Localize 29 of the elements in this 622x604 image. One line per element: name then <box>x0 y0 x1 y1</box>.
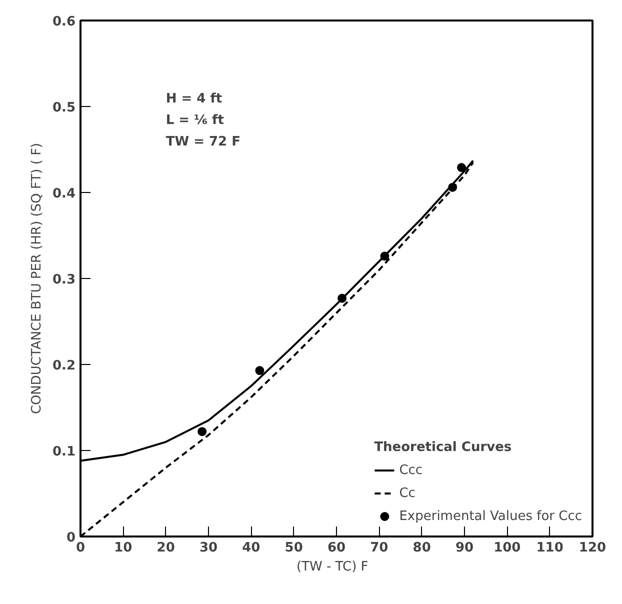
y-tick-label: 0 <box>66 530 76 546</box>
x-tick-label: 50 <box>284 540 303 556</box>
legend-title: Theoretical Curves <box>374 440 513 455</box>
x-tick-label: 120 <box>578 540 606 556</box>
annotation: L = ⅙ ft <box>166 113 224 128</box>
x-tick-label: 90 <box>455 540 474 556</box>
y-tick-label: 0.2 <box>52 358 76 374</box>
annotation: H = 4 ft <box>166 92 222 106</box>
x-axis-title: (TW - TC) F <box>296 560 368 574</box>
x-tick-label: 60 <box>327 540 346 556</box>
y-axis-title: CONDUCTANCE BTU PER (HR) (SQ FT) ( F) <box>29 142 44 414</box>
x-tick-label: 0 <box>76 540 86 556</box>
x-tick-label: 100 <box>494 540 521 556</box>
legend-label: Ccc <box>399 462 423 478</box>
annotation: TW = 72 F <box>166 134 240 150</box>
y-tick-label: 0.1 <box>52 444 76 460</box>
y-tick-label: 0.5 <box>52 100 76 116</box>
legend-label: Cc <box>399 486 416 500</box>
x-tick-label: 30 <box>199 540 218 556</box>
y-tick-label: 0.6 <box>52 14 76 30</box>
y-tick-label: 0.3 <box>52 272 76 288</box>
y-tick-label: 0.4 <box>52 186 76 202</box>
x-tick-label: 20 <box>156 540 175 556</box>
x-tick-label: 110 <box>536 540 564 556</box>
x-tick-label: 10 <box>114 540 132 556</box>
x-tick-label: 70 <box>370 540 388 556</box>
x-tick-label: 40 <box>242 540 260 556</box>
legend-label: Experimental Values for Ccc <box>399 508 582 524</box>
x-tick-label: 80 <box>412 540 431 556</box>
